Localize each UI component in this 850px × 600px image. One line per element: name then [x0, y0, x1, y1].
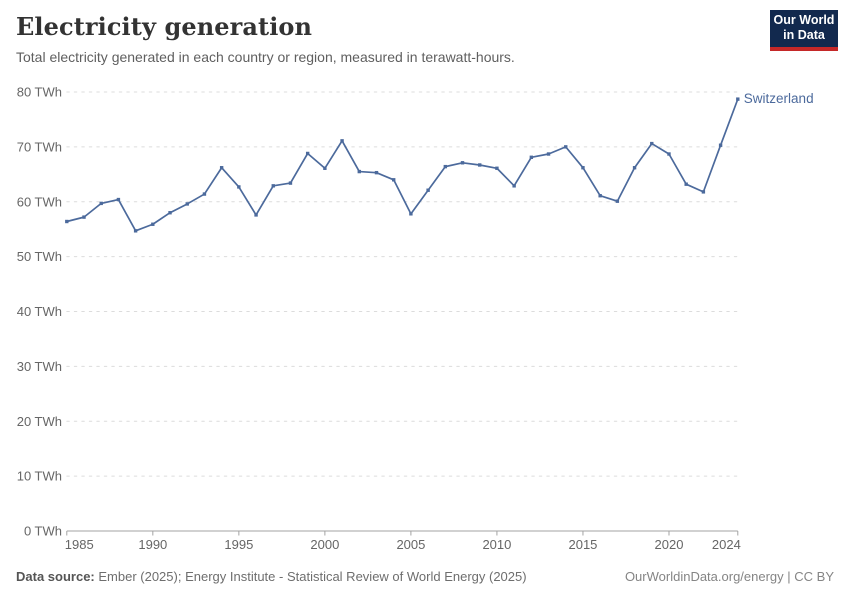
data-point-marker[interactable] [478, 163, 482, 167]
y-axis-tick-label: 60 TWh [17, 194, 62, 209]
x-axis-tick-label: 2024 [712, 537, 741, 552]
x-axis-tick-label: 2020 [655, 537, 684, 552]
x-axis-tick-label: 2005 [396, 537, 425, 552]
y-axis-tick-label: 30 TWh [17, 359, 62, 374]
y-axis-tick-label: 50 TWh [17, 249, 62, 264]
owid-logo-line2: in Data [783, 28, 825, 42]
data-point-marker[interactable] [391, 178, 396, 182]
y-axis-tick-label: 70 TWh [17, 139, 62, 154]
data-point-marker[interactable] [202, 192, 207, 196]
data-point-marker[interactable] [340, 139, 344, 143]
data-source-label: Data source: [16, 569, 95, 584]
x-axis-tick-label: 2000 [310, 537, 339, 552]
chart-header: Electricity generation Total electricity… [16, 12, 756, 65]
x-axis-tick-label: 1990 [138, 537, 167, 552]
data-point-marker[interactable] [116, 197, 121, 202]
data-point-marker[interactable] [564, 145, 568, 149]
chart-title: Electricity generation [16, 12, 313, 41]
data-point-marker[interactable] [99, 201, 103, 206]
data-point-marker[interactable] [460, 161, 465, 165]
data-point-marker[interactable] [443, 164, 448, 169]
data-point-marker[interactable] [409, 212, 413, 216]
data-source-note: Data source: Ember (2025); Energy Instit… [16, 569, 527, 584]
data-point-marker[interactable] [736, 97, 740, 101]
data-point-marker[interactable] [305, 151, 310, 156]
data-point-marker[interactable] [718, 143, 723, 147]
data-point-marker[interactable] [82, 215, 86, 219]
owid-logo-line1: Our World [773, 13, 835, 27]
data-point-marker[interactable] [529, 155, 534, 160]
data-point-marker[interactable] [185, 202, 189, 206]
data-source-text: Ember (2025); Energy Institute - Statist… [94, 569, 527, 584]
data-point-marker[interactable] [667, 152, 671, 156]
data-point-marker[interactable] [254, 213, 258, 217]
chart-subtitle: Total electricity generated in each coun… [16, 49, 515, 65]
owid-logo[interactable]: Our World in Data [770, 10, 838, 51]
data-point-marker[interactable] [512, 184, 516, 188]
data-point-marker[interactable] [237, 185, 241, 189]
data-point-marker[interactable] [495, 166, 499, 170]
data-point-marker[interactable] [219, 166, 224, 170]
series-line-switzerland[interactable] [65, 98, 739, 232]
x-axis-tick-label: 1985 [65, 537, 94, 552]
data-point-marker[interactable] [168, 211, 172, 215]
data-point-marker[interactable] [546, 152, 551, 156]
data-point-marker[interactable] [598, 194, 602, 198]
data-point-marker[interactable] [632, 166, 637, 170]
y-axis-tick-label: 10 TWh [17, 469, 62, 484]
data-point-marker[interactable] [133, 229, 138, 233]
series-label-switzerland[interactable]: Switzerland [743, 91, 814, 107]
y-axis-tick-label: 20 TWh [17, 414, 62, 429]
data-point-marker[interactable] [151, 222, 155, 226]
chart-footer: Data source: Ember (2025); Energy Instit… [16, 569, 834, 584]
data-point-marker[interactable] [323, 166, 327, 170]
data-point-marker[interactable] [374, 170, 379, 175]
data-point-marker[interactable] [288, 181, 293, 185]
owid-url-license[interactable]: OurWorldinData.org/energy | CC BY [624, 569, 834, 584]
data-point-marker[interactable] [684, 182, 688, 186]
x-axis-tick-label: 2010 [482, 537, 511, 552]
data-point-marker[interactable] [426, 188, 430, 192]
y-axis-tick-label: 40 TWh [17, 304, 62, 319]
data-point-marker[interactable] [357, 169, 361, 174]
data-point-marker[interactable] [65, 219, 69, 224]
data-point-marker[interactable] [615, 199, 620, 203]
x-axis-tick-label: 2015 [568, 537, 597, 552]
data-point-marker[interactable] [701, 190, 706, 194]
y-axis-tick-label: 80 TWh [17, 85, 62, 100]
x-axis-tick-label: 1995 [224, 537, 253, 552]
data-point-marker[interactable] [650, 141, 654, 146]
y-axis-tick-label: 0 TWh [24, 524, 62, 539]
data-point-marker[interactable] [581, 166, 585, 170]
data-point-marker[interactable] [271, 184, 275, 188]
